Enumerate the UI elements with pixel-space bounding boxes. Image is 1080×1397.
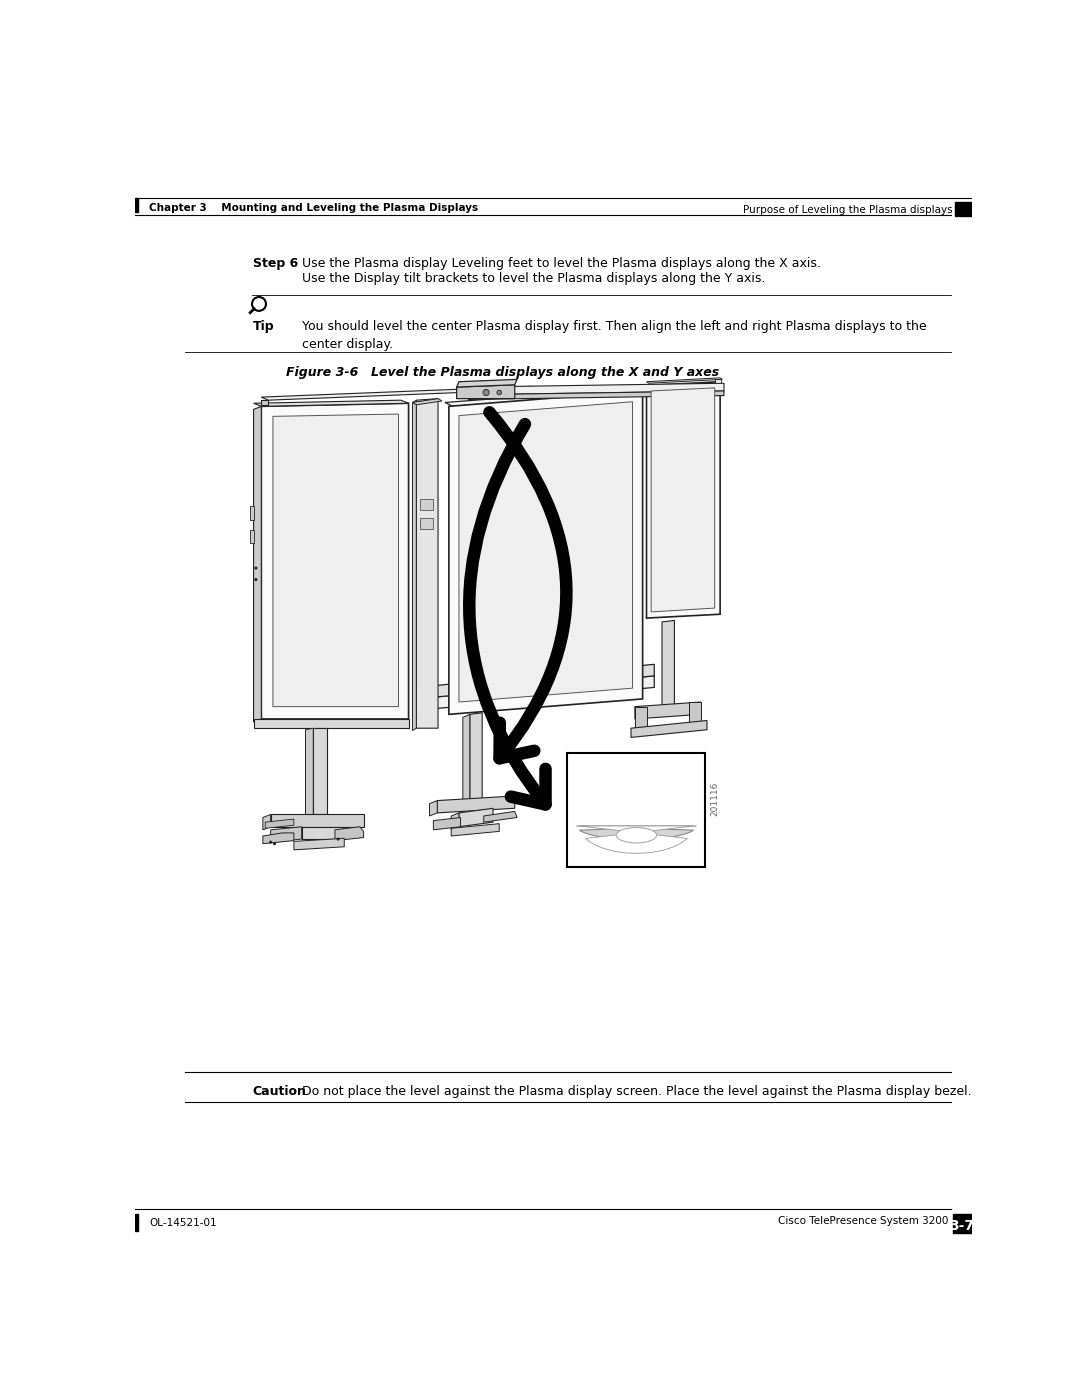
Polygon shape	[420, 499, 433, 510]
Polygon shape	[306, 728, 313, 817]
Polygon shape	[469, 391, 724, 400]
Polygon shape	[635, 703, 701, 719]
Polygon shape	[266, 819, 294, 828]
FancyArrowPatch shape	[469, 425, 545, 805]
Text: Caution: Caution	[253, 1085, 307, 1098]
Polygon shape	[459, 809, 494, 827]
Text: Cisco TelePresence System 3200: Cisco TelePresence System 3200	[779, 1215, 948, 1227]
Circle shape	[255, 567, 257, 570]
Polygon shape	[335, 827, 364, 841]
Polygon shape	[313, 728, 327, 814]
Polygon shape	[579, 826, 693, 854]
Polygon shape	[261, 404, 408, 719]
Polygon shape	[631, 721, 707, 738]
Polygon shape	[457, 384, 515, 398]
Circle shape	[497, 390, 501, 395]
Polygon shape	[249, 507, 254, 520]
Polygon shape	[420, 518, 433, 529]
Polygon shape	[294, 838, 345, 849]
Polygon shape	[647, 381, 720, 617]
Polygon shape	[651, 388, 715, 612]
Polygon shape	[457, 380, 517, 387]
Bar	[135, 1214, 138, 1231]
Circle shape	[483, 390, 489, 395]
Bar	[567, 753, 705, 866]
Text: OL-14521-01: OL-14521-01	[149, 1218, 217, 1228]
Polygon shape	[459, 402, 633, 703]
Polygon shape	[577, 826, 697, 840]
Polygon shape	[271, 814, 364, 827]
Polygon shape	[470, 712, 482, 800]
Text: Use the Display tilt brackets to level the Plasma displays along the Y axis.: Use the Display tilt brackets to level t…	[301, 272, 765, 285]
Polygon shape	[689, 703, 701, 725]
Polygon shape	[437, 796, 515, 813]
Text: Level the Plasma displays along the X and Y axes: Level the Plasma displays along the X an…	[372, 366, 719, 380]
Text: Do not place the level against the Plasma display screen. Place the level agains: Do not place the level against the Plasm…	[301, 1085, 971, 1098]
Polygon shape	[254, 407, 261, 722]
Polygon shape	[433, 817, 460, 830]
Text: Step 6: Step 6	[253, 257, 298, 270]
Polygon shape	[249, 529, 254, 543]
Polygon shape	[445, 387, 654, 407]
Text: Purpose of Leveling the Plasma displays: Purpose of Leveling the Plasma displays	[743, 205, 953, 215]
Text: You should level the center Plasma display first. Then align the left and right : You should level the center Plasma displ…	[301, 320, 927, 351]
Bar	[953, 1214, 972, 1232]
Polygon shape	[416, 398, 438, 728]
Text: Tip: Tip	[253, 320, 274, 332]
Polygon shape	[262, 814, 271, 830]
Polygon shape	[484, 812, 517, 823]
Polygon shape	[635, 707, 647, 729]
Polygon shape	[301, 827, 342, 840]
Circle shape	[255, 578, 257, 581]
Text: Use the Plasma display Leveling feet to level the Plasma displays along the X ax: Use the Plasma display Leveling feet to …	[301, 257, 821, 270]
Polygon shape	[469, 383, 724, 395]
Polygon shape	[430, 800, 437, 816]
Bar	[955, 203, 972, 217]
Polygon shape	[416, 665, 654, 698]
Polygon shape	[451, 813, 459, 830]
Polygon shape	[261, 387, 538, 400]
Polygon shape	[273, 414, 399, 707]
Polygon shape	[449, 391, 643, 714]
Bar	[715, 380, 721, 383]
Polygon shape	[254, 400, 408, 407]
Polygon shape	[451, 824, 499, 835]
Circle shape	[273, 842, 276, 845]
Circle shape	[337, 838, 339, 841]
Polygon shape	[647, 377, 723, 383]
Polygon shape	[413, 398, 442, 405]
Polygon shape	[261, 400, 268, 405]
Polygon shape	[413, 400, 416, 731]
Circle shape	[269, 841, 272, 844]
Polygon shape	[262, 833, 294, 844]
FancyArrowPatch shape	[489, 412, 566, 759]
Text: Figure 3-6: Figure 3-6	[286, 366, 359, 380]
Polygon shape	[416, 676, 654, 711]
Polygon shape	[662, 620, 674, 708]
Text: 3-7: 3-7	[949, 1218, 974, 1232]
Polygon shape	[271, 827, 301, 842]
Polygon shape	[463, 714, 470, 803]
Bar	[135, 197, 138, 211]
Text: Chapter 3    Mounting and Leveling the Plasma Displays: Chapter 3 Mounting and Leveling the Plas…	[149, 203, 478, 212]
Text: 201116: 201116	[711, 782, 719, 816]
Polygon shape	[254, 719, 408, 728]
Ellipse shape	[617, 827, 657, 842]
